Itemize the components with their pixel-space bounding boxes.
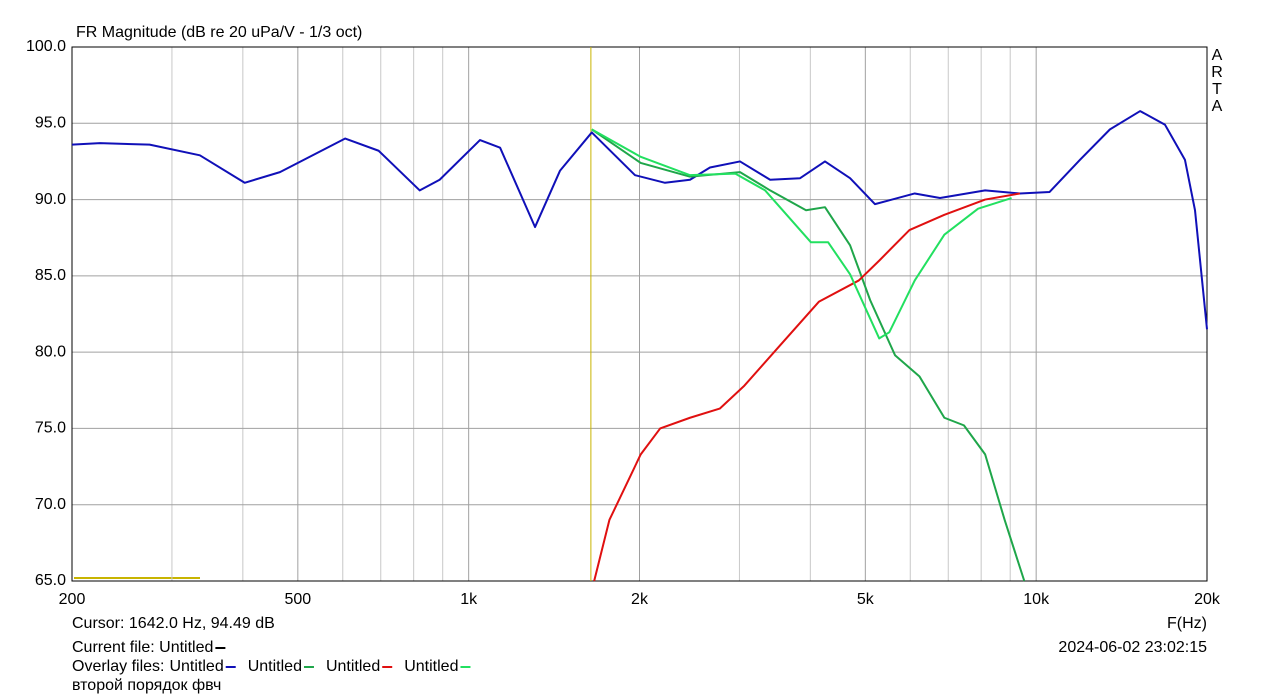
overlay-label: Overlay files: <box>72 658 164 675</box>
x-tick-label: 5k <box>857 591 875 608</box>
x-tick-label: 500 <box>284 591 311 608</box>
legend-entry: Untitled <box>248 658 302 675</box>
series-line <box>71 110 1208 330</box>
legend-entry: Untitled <box>169 658 223 675</box>
y-tick-label: 95.0 <box>35 115 66 132</box>
x-tick-label: 10k <box>1023 591 1050 608</box>
y-tick-label: 85.0 <box>35 267 66 284</box>
current-file: Current file: Untitled <box>72 639 213 656</box>
y-tick-label: 80.0 <box>35 343 66 360</box>
plot-frame <box>71 46 1208 582</box>
cursor-text: Cursor: 1642.0 Hz, 94.49 dB <box>72 615 275 632</box>
x-tick-label: 1k <box>460 591 478 608</box>
x-tick-label: 200 <box>59 591 86 608</box>
legend-entry: Untitled <box>326 658 380 675</box>
y-tick-label: 100.0 <box>26 38 66 55</box>
y-tick-label: 90.0 <box>35 191 66 208</box>
x-tick-label: 2k <box>631 591 649 608</box>
timestamp: 2024-06-02 23:02:15 <box>1058 639 1207 656</box>
x-tick-label: 20k <box>1194 591 1221 608</box>
chart-title: FR Magnitude (dB re 20 uPa/V - 1/3 oct) <box>76 24 362 41</box>
y-tick-label: 70.0 <box>35 496 66 513</box>
note: второй порядок фвч <box>72 677 221 694</box>
series-line <box>591 128 1012 340</box>
legend-entry: Untitled <box>404 658 458 675</box>
series-line <box>593 192 1021 582</box>
y-tick-label: 75.0 <box>35 420 66 437</box>
x-axis-label: F(Hz) <box>1167 615 1207 632</box>
y-tick-label: 65.0 <box>35 572 66 589</box>
